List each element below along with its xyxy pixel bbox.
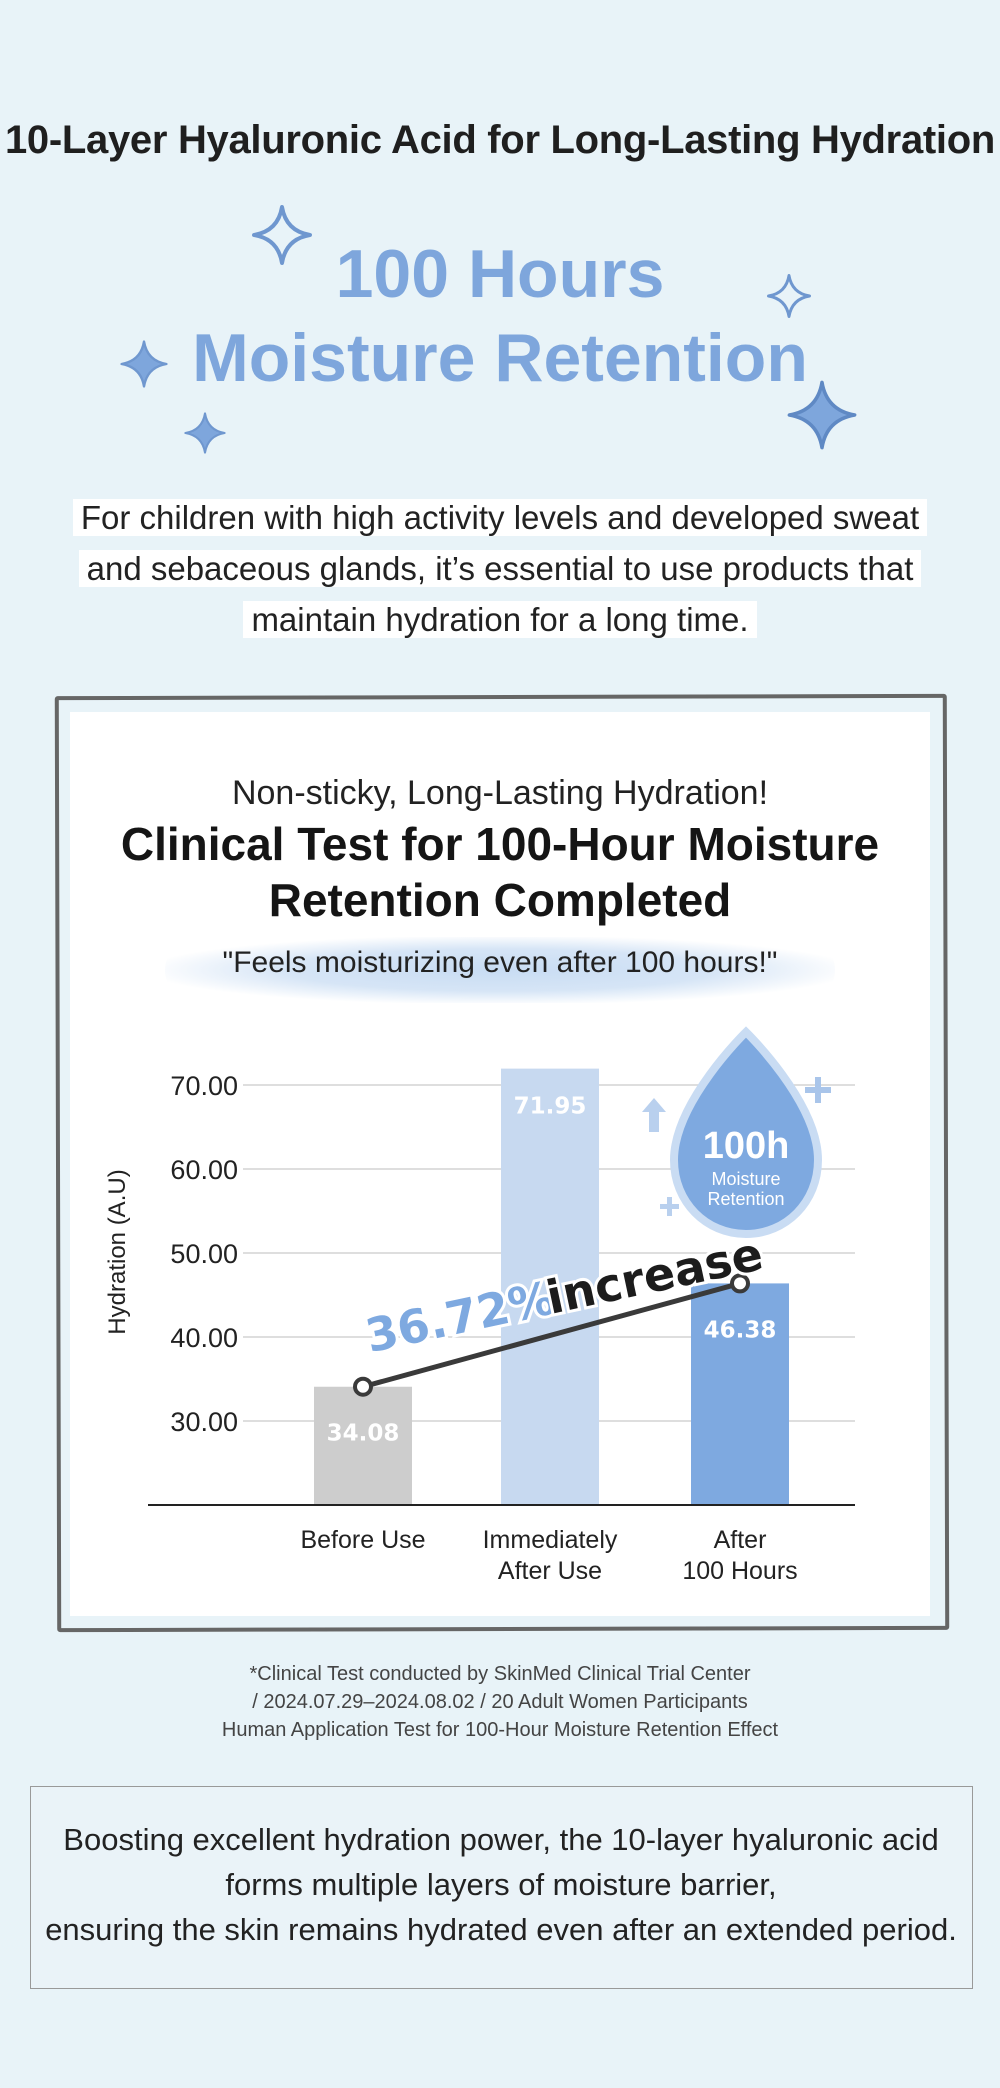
- summary-line-2: forms multiple layers of moisture barrie…: [225, 1867, 777, 1902]
- x-tick-label: 100 Hours: [682, 1557, 797, 1585]
- card-title: Clinical Test for 100-Hour Moisture Rete…: [70, 804, 930, 928]
- summary-line-1: Boosting excellent hydration power, the …: [63, 1822, 939, 1857]
- trend-point: [353, 1376, 373, 1397]
- sparkle-icon: [184, 412, 226, 454]
- quote-highlight: [165, 937, 835, 1003]
- summary-line-3: ensuring the skin remains hydrated even …: [45, 1912, 957, 1947]
- sparkle-icon: [120, 340, 168, 388]
- plus-icon: [660, 1197, 679, 1216]
- x-tick-label: After Use: [498, 1557, 602, 1585]
- hero-line-2: Moisture Retention: [192, 320, 808, 396]
- hydration-bar-chart: 34.08 71.95 46.38 30.00 40.00 50.00 60.00 70.0…: [104, 1026, 855, 1585]
- card-subtitle: Non-sticky, Long-Lasting Hydration!: [231, 774, 769, 812]
- bar-value-label: 46.38: [704, 1317, 777, 1343]
- y-tick-label: 50.00: [170, 1239, 238, 1269]
- moisture-badge: 100h Moisture Retention: [669, 1026, 823, 1239]
- y-axis-label: Hydration (A.U): [104, 1169, 131, 1334]
- intro-line-3: maintain hydration for a long time.: [243, 601, 757, 638]
- y-tick-label: 60.00: [170, 1155, 238, 1185]
- card-title-line-1: Clinical Test for 100-Hour Moisture: [120, 818, 880, 870]
- intro-line-2: and sebaceous glands, it’s essential to …: [78, 550, 922, 587]
- quote-text: "Feels moisturizing even after 100 hours…: [222, 946, 778, 979]
- plus-icon: [805, 1077, 831, 1103]
- badge-small-text-1: Moisture: [711, 1169, 780, 1189]
- sparkle-icon: [767, 274, 811, 318]
- footnote: *Clinical Test conducted by SkinMed Clin…: [0, 1660, 1000, 1744]
- bar-value-label: 71.95: [514, 1094, 587, 1120]
- bar-value-label: 34.08: [327, 1421, 400, 1447]
- trend-line: [362, 1280, 741, 1390]
- x-tick-label: Before Use: [300, 1526, 425, 1554]
- up-arrow-icon: [642, 1098, 666, 1132]
- y-tick-label: 40.00: [170, 1323, 238, 1353]
- summary-text: Boosting excellent hydration power, the …: [31, 1817, 971, 1952]
- sparkle-icon: [787, 380, 857, 450]
- x-tick-label: Immediately: [483, 1526, 618, 1554]
- card-title-line-2: Retention Completed: [268, 874, 732, 926]
- summary-box: Boosting excellent hydration power, the …: [30, 1786, 973, 1989]
- footnote-line-3: Human Application Test for 100-Hour Mois…: [221, 1719, 779, 1741]
- intro-line-1: For children with high activity levels a…: [72, 499, 928, 536]
- bar: [501, 1068, 599, 1505]
- y-tick-label: 30.00: [170, 1407, 238, 1437]
- intro-text: For children with high activity levels a…: [0, 492, 1000, 645]
- chart-card: Non-sticky, Long-Lasting Hydration! Clin…: [70, 712, 930, 1616]
- bar: [691, 1283, 789, 1505]
- bar: [314, 1386, 412, 1505]
- sparkle-icon: [252, 205, 312, 265]
- hero-title: 100 Hours Moisture Retention: [0, 232, 1000, 400]
- badge-big-text: 100h: [703, 1125, 790, 1167]
- y-tick-label: 70.00: [170, 1071, 238, 1101]
- hero-line-1: 100 Hours: [335, 236, 665, 312]
- headline: 10-Layer Hyaluronic Acid for Long-Lastin…: [4, 118, 995, 162]
- x-tick-label: After: [714, 1526, 767, 1554]
- footnote-line-2: / 2024.07.29–2024.08.02 / 20 Adult Women…: [252, 1691, 748, 1713]
- badge-small-text-2: Retention: [707, 1189, 784, 1209]
- trend-point: [730, 1273, 750, 1294]
- footnote-line-1: *Clinical Test conducted by SkinMed Clin…: [249, 1663, 751, 1685]
